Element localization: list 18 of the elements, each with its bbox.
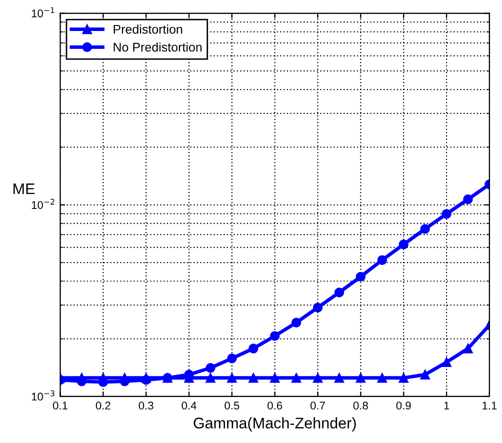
legend-label: Predistortion <box>114 24 182 34</box>
legend-label: No Predistortion <box>114 42 202 52</box>
x-tick-label: 1.1 <box>482 402 497 410</box>
x-tick-label: 0.7 <box>310 402 325 410</box>
x-tick-label: 0.4 <box>182 402 196 410</box>
x-tick-label: 0.9 <box>396 402 411 410</box>
y-tick-label: 10$^{−2}$ <box>32 198 54 209</box>
x-tick-label: 0.2 <box>96 402 110 410</box>
x-tick-label: 0.8 <box>353 402 368 410</box>
y-tick-label: 10$^{−3}$ <box>32 390 54 401</box>
x-tick-label: 0.6 <box>268 402 282 410</box>
x-tick-label: 0.1 <box>52 402 68 410</box>
x-tick-label: 1 <box>444 402 450 410</box>
x-axis-title: Gamma(Mach-Zehnder) <box>194 417 356 432</box>
x-tick-label: 0.3 <box>138 402 154 410</box>
y-axis-title: ME <box>14 184 35 194</box>
x-tick-label: 0.5 <box>224 402 240 410</box>
y-tick-label: 10$^{−1}$ <box>32 7 54 18</box>
